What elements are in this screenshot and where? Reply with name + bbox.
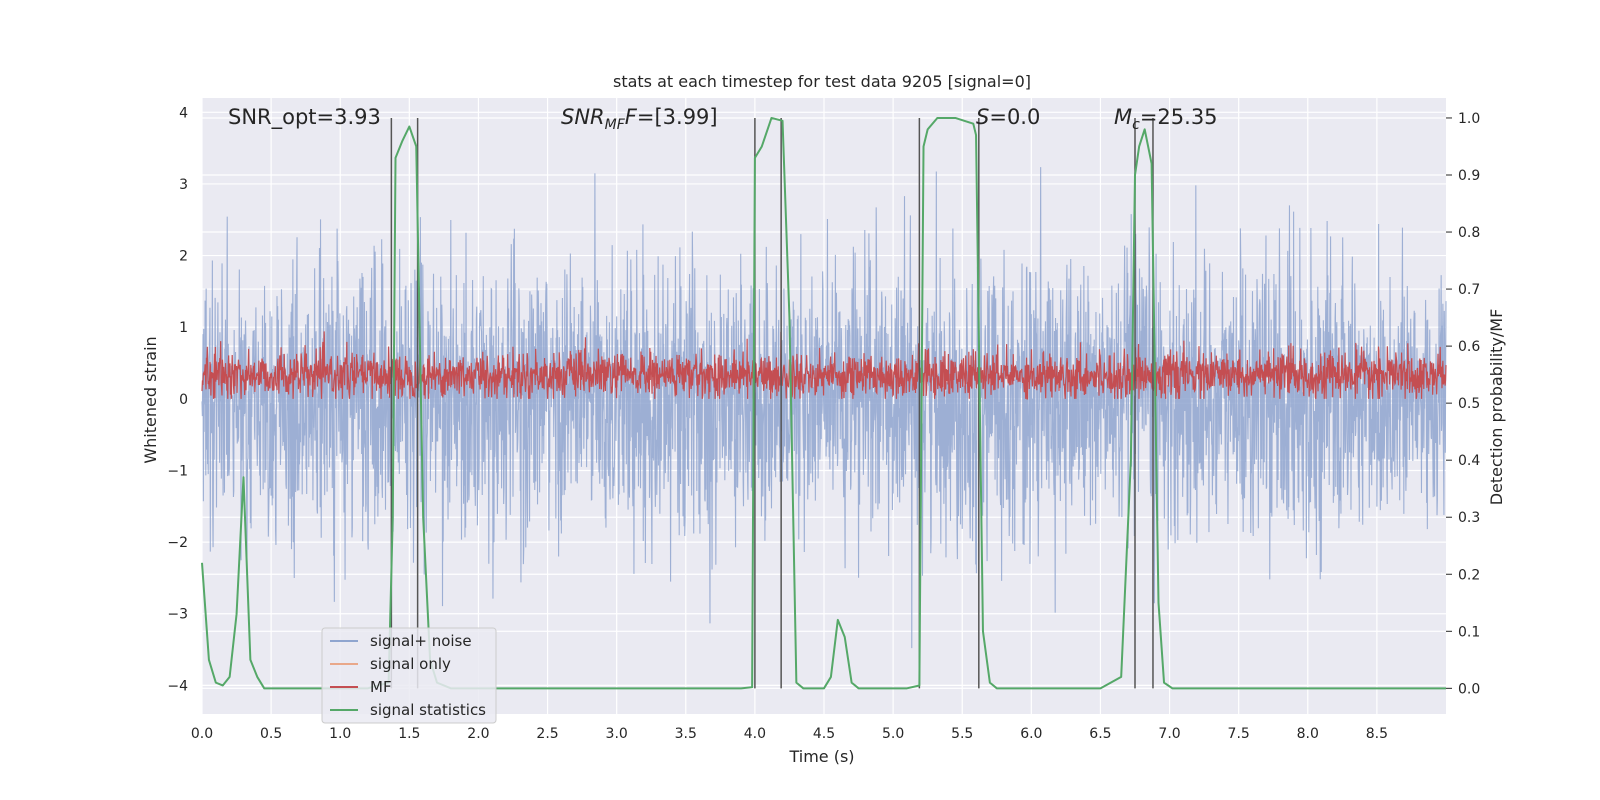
x-tick-label: 5.0 — [882, 726, 904, 742]
legend-label-signal-statistics: signal statistics — [370, 701, 486, 719]
annotation-snr-opt: SNR_opt=3.93 — [228, 105, 381, 130]
y-tick-label: −4 — [167, 678, 188, 694]
y2-tick-label: 0.4 — [1458, 453, 1480, 469]
annotation-mc: Mc=25.35 — [1114, 105, 1218, 133]
x-tick-label: 3.5 — [675, 726, 697, 742]
series-mf — [201, 331, 1447, 400]
y2-tick-label: 0.1 — [1458, 624, 1480, 640]
annotation-s: S=0.0 — [976, 105, 1040, 129]
y2-tick-label: 0.6 — [1458, 339, 1480, 355]
x-tick-label: 3.0 — [606, 726, 628, 742]
y2-axis-label: Detection probability/MF — [1487, 309, 1506, 506]
x-tick-label: 4.0 — [744, 726, 766, 742]
y2-tick-label: 0.2 — [1458, 567, 1480, 583]
x-tick-label: 0.0 — [191, 726, 213, 742]
x-tick-label: 1.0 — [329, 726, 351, 742]
legend-box — [321, 627, 497, 724]
ticks: 0.0 0.5 1.0 1.5 2.0 2.5 3.0 3.5 4.0 4.5 5.0 5.5 6.0 6… — [167, 105, 1480, 742]
y2-tick-label: 0.0 — [1458, 681, 1480, 697]
x-tick-label: 5.5 — [951, 726, 973, 742]
y-tick-label: 4 — [179, 105, 188, 121]
x-tick-label: 0.5 — [260, 726, 282, 742]
y2-tick-label: 0.7 — [1458, 282, 1480, 298]
legend-label-mf: MF — [370, 678, 392, 696]
y-tick-label: −1 — [167, 463, 188, 479]
y-tick-label: 3 — [179, 177, 188, 193]
y2-tick-label: 0.8 — [1458, 225, 1480, 241]
x-tick-label: 6.0 — [1020, 726, 1042, 742]
series-signal-noise — [201, 167, 1447, 649]
x-tick-label: 7.5 — [1228, 726, 1250, 742]
x-tick-label: 8.5 — [1366, 726, 1388, 742]
legend: signal+ noise signal only MF signal stat… — [321, 627, 497, 724]
x-tick-label: 6.5 — [1089, 726, 1111, 742]
y-tick-label: 0 — [179, 392, 188, 408]
x-tick-label: 8.0 — [1297, 726, 1319, 742]
signal-noise-line — [201, 167, 1447, 649]
y-tick-label: 2 — [179, 249, 188, 265]
x-tick-label: 7.0 — [1158, 726, 1180, 742]
y2-tick-label: 0.3 — [1458, 510, 1480, 526]
annotation-snr-mf: SNRMFF=[3.99] — [561, 105, 718, 133]
x-axis-label: Time (s) — [788, 747, 854, 766]
chart-title: stats at each timestep for test data 920… — [613, 72, 1031, 91]
y-tick-label: −2 — [167, 535, 188, 551]
x-tick-label: 1.5 — [398, 726, 420, 742]
x-tick-label: 2.5 — [536, 726, 558, 742]
y2-tick-label: 0.9 — [1458, 168, 1480, 184]
legend-label-signal-only: signal only — [370, 655, 451, 673]
y-tick-label: 1 — [179, 320, 188, 336]
legend-label-signal-noise: signal+ noise — [370, 632, 472, 650]
mf-line — [201, 331, 1447, 400]
y-tick-label: −3 — [167, 607, 188, 623]
y2-tick-label: 0.5 — [1458, 396, 1480, 412]
y-axis-label: Whitened strain — [141, 336, 160, 463]
y2-tick-label: 1.0 — [1458, 111, 1480, 127]
x-tick-label: 4.5 — [813, 726, 835, 742]
x-tick-label: 2.0 — [467, 726, 489, 742]
